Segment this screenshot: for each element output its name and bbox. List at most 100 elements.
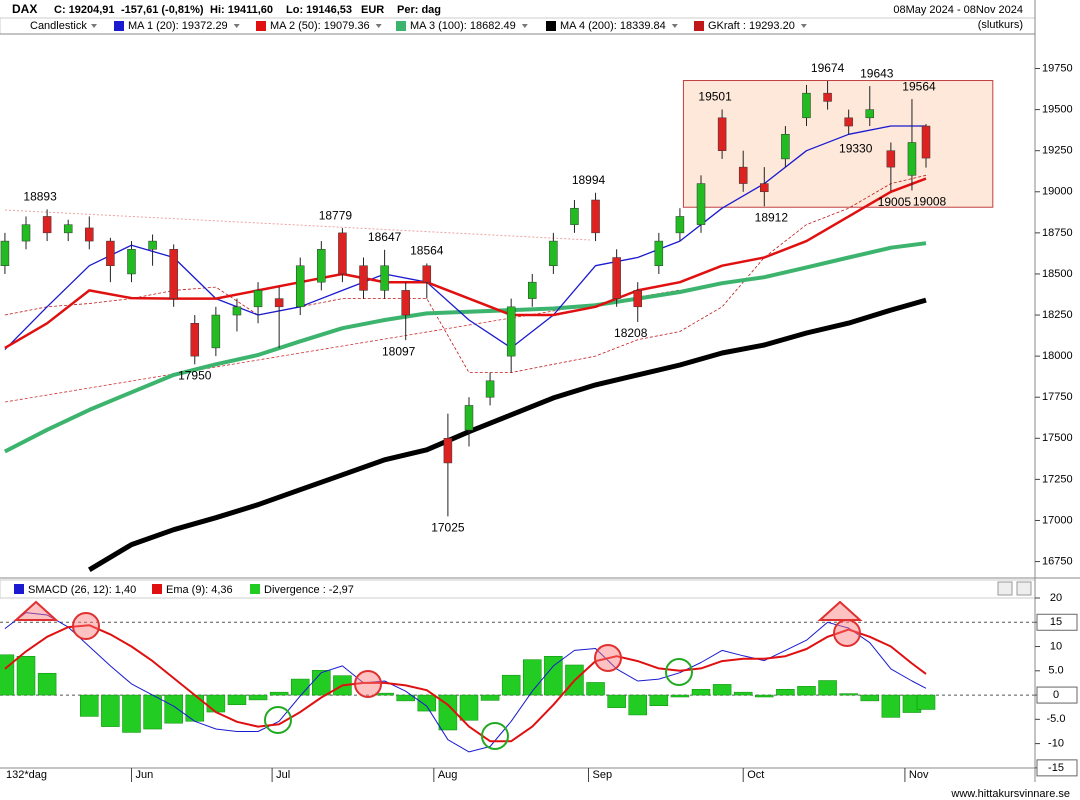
header-low: Lo: 19146,53: [286, 4, 352, 16]
divergence-bar: [269, 691, 289, 696]
price-annotation: 18564: [410, 244, 444, 258]
legend-label: Divergence : -2,97: [264, 584, 354, 596]
price-annotation: 18994: [572, 173, 606, 187]
y-tick-label: 19000: [1042, 186, 1073, 198]
candle-body: [886, 150, 896, 168]
price-annotation: 18912: [755, 210, 789, 224]
dropdown-arrow: [233, 24, 240, 28]
header-close: C: 19204,91: [54, 4, 115, 16]
candle-body: [253, 290, 263, 308]
tick-box: [1036, 686, 1078, 704]
divergence-bar: [248, 694, 268, 701]
price-annotation: 19564: [902, 79, 936, 93]
divergence-bar: [776, 688, 795, 696]
legend-label: MA 2 (50): 19079.36: [270, 20, 370, 32]
divergence-bar: [691, 688, 711, 696]
candle-body: [844, 117, 853, 127]
legend-label: MA 3 (100): 18682.49: [410, 20, 516, 32]
divergence-bar: [712, 684, 732, 696]
header-period: Per: dag: [397, 4, 441, 16]
divergence-bar: [480, 694, 500, 701]
signal-circle: [264, 706, 292, 734]
price-annotation: 17950: [178, 369, 212, 383]
legend-label: GKraft : 19293.20: [708, 20, 795, 32]
divergence-bar: [733, 691, 753, 696]
signal-markers: [264, 658, 693, 750]
candle-body: [921, 125, 931, 159]
price-annotation: 19643: [860, 66, 894, 80]
y-tick-label: 5.0: [1048, 665, 1063, 677]
candle-body: [232, 306, 242, 316]
period-label: 132*dag: [6, 769, 47, 781]
y-tick-label: 16750: [1042, 555, 1073, 567]
close-button[interactable]: [1016, 581, 1032, 596]
signal-circle: [72, 612, 100, 640]
divergence-bar: [80, 694, 99, 717]
y-tick-label: 0: [1053, 689, 1059, 701]
candle-body: [21, 224, 31, 242]
candle-body: [528, 281, 537, 299]
legend-label: Ema (9): 4,36: [166, 584, 233, 596]
candle-body: [760, 183, 769, 193]
divergence-bar: [417, 694, 437, 712]
divergence-bar: [290, 678, 310, 696]
tool-button[interactable]: [997, 581, 1013, 596]
divergence-bar: [797, 686, 816, 696]
dropdown-arrow: [375, 24, 382, 28]
close-note: (slutkurs): [978, 19, 1023, 31]
divergence-bar: [312, 670, 331, 696]
ma-line: [4, 177, 927, 349]
y-tick-label: 20: [1050, 592, 1062, 604]
candle-body: [380, 265, 389, 291]
divergence-bar: [101, 694, 120, 727]
candle-body: [549, 240, 558, 266]
candle-body: [148, 240, 157, 250]
candle-body: [865, 109, 875, 119]
y-tick-label: 18250: [1042, 309, 1073, 321]
divergence-bar: [459, 694, 479, 721]
price-annotation: 18779: [319, 208, 353, 222]
legend-swatch: [250, 584, 260, 594]
legend-swatch: [256, 21, 266, 31]
y-tick-label: 19250: [1042, 145, 1073, 157]
header-change: -157,61 (-0,81%): [121, 4, 204, 16]
price-annotation: 19330: [839, 142, 873, 156]
y-tick-label: 19500: [1042, 104, 1073, 116]
dropdown-arrow: [671, 24, 678, 28]
divergence-bar: [206, 694, 226, 713]
candle-body: [781, 134, 790, 160]
x-tick-label: Sep: [593, 769, 613, 781]
divergence-bar: [143, 694, 162, 730]
candle-body: [401, 290, 410, 316]
y-tick-label: 18500: [1042, 268, 1073, 280]
plot-area: 18893 17950 18779 18647 18564 18097 17025 18994…: [0, 61, 1035, 753]
ma-line: [3, 241, 927, 454]
candle-body: [274, 298, 284, 308]
divergence-bar: [544, 655, 563, 696]
divergence-bar: [839, 693, 858, 696]
y-tick-label: -10: [1048, 738, 1064, 750]
price-annotation: 19501: [698, 90, 732, 104]
dropdown-arrow: [91, 24, 97, 28]
divergence-bar: [628, 694, 647, 716]
footer: www.hittakursvinnare.se: [950, 788, 1070, 800]
candle-body: [738, 166, 748, 184]
candle-body: [654, 240, 664, 266]
indicator-line: [4, 624, 927, 743]
ma-line: [4, 125, 926, 351]
divergence-bar: [438, 694, 458, 731]
header-high: Hi: 19411,60: [210, 4, 273, 16]
candle-body: [506, 306, 516, 357]
highlight-box: [682, 80, 994, 208]
price-annotation: 18893: [23, 190, 57, 204]
y-tick-label: 17750: [1042, 391, 1073, 403]
tick-box: [1036, 613, 1078, 631]
legend-label: MA 4 (200): 18339.84: [560, 20, 666, 32]
ticker: DAX: [12, 2, 37, 16]
x-tick-label: Jul: [276, 769, 290, 781]
x-tick-label: Jun: [135, 769, 153, 781]
ma-line: [4, 174, 927, 373]
y-tick-label: 18750: [1042, 227, 1073, 239]
indicator-line: [4, 612, 927, 753]
